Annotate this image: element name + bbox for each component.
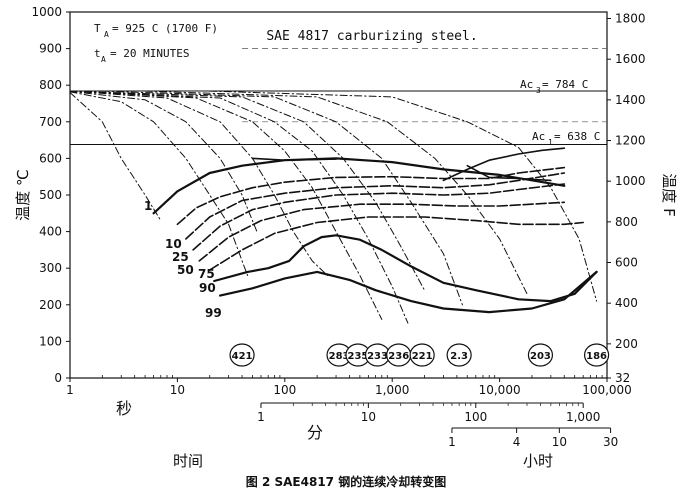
x-seconds-tick-label: 10 (170, 383, 185, 397)
x-minutes-tick-label: 100 (464, 410, 487, 424)
y-right-tick-label: 200 (615, 337, 638, 351)
x-hours-tick-label: 10 (552, 435, 567, 449)
y-left-tick-label: 800 (39, 78, 62, 92)
x-seconds-tick-label: 1 (66, 383, 74, 397)
ac3-annotation: Ac (520, 78, 533, 91)
x-seconds-tick-label: 1,000 (375, 383, 409, 397)
time-annotation-value: = 20 MINUTES (110, 47, 189, 60)
series-label: 1 (144, 199, 152, 213)
ta-annotation: T (94, 22, 101, 35)
hardness-marker (583, 343, 610, 367)
series-label: 75 (198, 267, 215, 281)
x-minutes-tick-label: 1 (257, 410, 265, 424)
x-hours-unit: 小时 (523, 452, 553, 470)
y-right-axis-label: 温度 F (660, 173, 678, 216)
hardness-value: 235 (348, 351, 369, 362)
y-right-tick-label: 400 (615, 296, 638, 310)
ac3-annotation-value: = 784 C (542, 78, 588, 91)
hardness-marker (527, 343, 554, 367)
x-hours-tick-label: 1 (448, 435, 456, 449)
y-left-tick-label: 0 (54, 371, 62, 385)
x-seconds-tick-label: 10,000 (479, 383, 521, 397)
transformation-boundary (185, 172, 566, 240)
cooling-curve (69, 91, 249, 276)
y-right-tick-label: 1000 (615, 174, 646, 188)
x-seconds-tick-label: 100,000 (582, 383, 632, 397)
ac1-annotation: Ac (532, 130, 545, 143)
y-right-tick-label: 1400 (615, 93, 646, 107)
y-left-tick-label: 200 (39, 298, 62, 312)
hardness-marker (409, 343, 435, 367)
x-seconds-tick-label: 100 (273, 383, 296, 397)
series-label: 99 (205, 306, 222, 320)
series-label: 50 (177, 263, 194, 277)
transformation-boundary (466, 164, 552, 182)
hardness-value: 233 (367, 351, 388, 362)
hardness-value: 186 (586, 351, 607, 362)
ta-annotation-value: = 925 C (1700 F) (112, 22, 218, 35)
y-left-axis-label: 温度 ℃ (14, 169, 32, 221)
ac1-annotation-sub: 1 (548, 138, 553, 147)
hardness-value: 2.3 (450, 351, 468, 362)
cooling-curve (209, 90, 598, 302)
cooling-curve (144, 90, 528, 295)
hardness-marker (229, 343, 255, 367)
series-label: 25 (172, 250, 189, 264)
chart-title: SAE 4817 carburizing steel. (266, 29, 477, 44)
y-right-tick-label: 1200 (615, 134, 646, 148)
y-right-tick-label: 1800 (615, 12, 646, 26)
y-left-tick-label: 600 (39, 151, 62, 165)
x-seconds-unit: 秒 (116, 399, 132, 418)
cooling-curve (69, 90, 409, 324)
hardness-value: 283 (329, 351, 350, 362)
x-hours-tick-label: 30 (603, 435, 618, 449)
cooling-curve (69, 92, 162, 222)
cooling-curve (69, 90, 258, 233)
ta-annotation-sub: A (104, 30, 109, 39)
transformation-boundary (219, 270, 598, 314)
hardness-marker (446, 343, 472, 367)
transformation-boundary (198, 201, 566, 262)
cooling-curve (101, 90, 463, 306)
cooling-curve (69, 90, 425, 291)
x-minutes-unit: 分 (307, 423, 323, 442)
hardness-value: 203 (530, 351, 551, 362)
transformation-boundary (251, 157, 337, 161)
y-left-tick-label: 500 (39, 188, 62, 202)
hardness-value: 421 (232, 351, 253, 362)
y-left-tick-label: 300 (39, 261, 62, 275)
y-right-tick-label: 600 (615, 256, 638, 270)
y-left-tick-label: 900 (39, 42, 62, 56)
transformation-boundary (213, 234, 598, 303)
y-left-tick-label: 100 (39, 334, 62, 348)
x-minutes-tick-label: 1,000 (566, 410, 600, 424)
series-label: 10 (165, 237, 182, 251)
transformation-boundary (192, 183, 566, 251)
transformation-boundary (176, 166, 566, 226)
cooling-curve (69, 90, 328, 276)
y-left-tick-label: 700 (39, 115, 62, 129)
ac3-annotation-sub: 3 (536, 86, 541, 95)
figure-caption: 图 2 SAE4817 钢的连续冷却转变图 (246, 474, 446, 489)
cooling-curve (69, 90, 383, 320)
transformation-boundary (442, 147, 566, 182)
y-right-tick-label: 32 (615, 371, 630, 385)
time-annotation-sub: A (101, 55, 106, 64)
y-right-tick-label: 1600 (615, 52, 646, 66)
series-label: 90 (199, 281, 216, 295)
y-left-tick-label: 1000 (31, 5, 62, 19)
y-left-tick-label: 400 (39, 225, 62, 239)
hardness-value: 221 (412, 351, 433, 362)
transformation-boundary (208, 216, 584, 271)
ac1-annotation-value: = 638 C (554, 130, 600, 143)
x-axis-label: 时间 (173, 452, 203, 470)
time-annotation: t (94, 47, 101, 60)
y-right-tick-label: 800 (615, 215, 638, 229)
x-minutes-tick-label: 10 (361, 410, 376, 424)
x-hours-tick-label: 4 (513, 435, 521, 449)
hardness-value: 236 (388, 351, 409, 362)
